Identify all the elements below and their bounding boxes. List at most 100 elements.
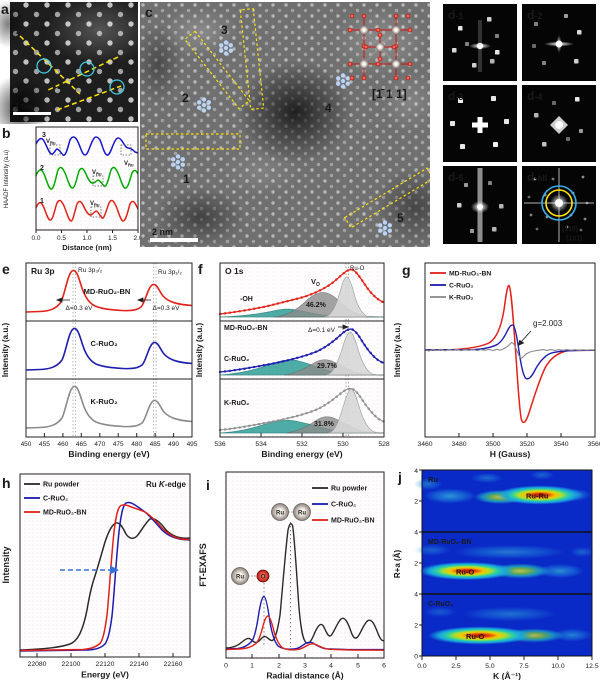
svg-text:0: 0 — [224, 663, 228, 670]
edge-label: Ru K-edge — [146, 480, 187, 489]
svg-text:536: 536 — [214, 441, 226, 448]
fft-cell-dall: (110) (101) d-all — [522, 166, 596, 244]
svg-text:3: 3 — [303, 663, 307, 670]
exafs-curve-c — [225, 595, 385, 651]
svg-text:10.0: 10.0 — [551, 663, 564, 670]
svg-text:7.5: 7.5 — [519, 663, 529, 670]
vacancy-dot-clusters — [171, 40, 392, 236]
svg-text:0: 0 — [414, 654, 418, 661]
vru-label: VRu — [124, 161, 134, 168]
ru-atom-label: Ru — [276, 511, 284, 517]
y-axis-title: Intensity (a.u.) — [393, 323, 402, 378]
svg-text:22160: 22160 — [164, 661, 183, 668]
legend-ru-powder: Ru powder — [43, 482, 79, 489]
fft-label-d2: d-2 — [527, 8, 542, 22]
sample-label-c: C-RuO₂ — [90, 339, 117, 348]
svg-text:2: 2 — [414, 499, 418, 506]
legend-c: C-RuO₂ — [331, 502, 356, 509]
fft-cell-d5: d-5 — [443, 166, 517, 244]
svg-text:4: 4 — [414, 592, 418, 599]
x-axis-title: Binding energy (eV) — [68, 449, 149, 459]
y-axis-title: Intensity (a.u.) — [1, 323, 10, 378]
shift-label: Δ=0.1 eV — [308, 327, 336, 334]
wavelet-map-c: Ru-O C-RuO₂ — [422, 594, 592, 656]
profile-label-1: 1 — [57, 81, 63, 92]
svg-text:5: 5 — [356, 663, 360, 670]
panel-g-epr: MD-RuO₂-BN C-RuO₂ K-RuO₂ g=2.003 3460 348… — [393, 262, 600, 459]
svg-text:1.5: 1.5 — [108, 235, 117, 242]
shift-label-1: Δ=0.3 eV — [66, 305, 94, 312]
panel-letter-a: a — [1, 1, 9, 17]
sample-label-c: C-RuO₂ — [224, 356, 249, 363]
map-label-c: C-RuO₂ — [428, 601, 453, 608]
svg-text:465: 465 — [76, 441, 87, 448]
sample-label-md: MD-RuO₂-BN — [224, 325, 268, 332]
vacancy-boxes — [49, 144, 132, 218]
sample-label-k: K-RuO₂ — [224, 400, 249, 407]
ruo-label: Ru-O — [350, 266, 365, 272]
x-axis-title: Energy (eV) — [81, 670, 129, 680]
panel-b-line-profiles: VRu VRu VRu VRu 3 2 1 0.0 0.5 1.0 1.5 2.0 Di… — [2, 125, 140, 252]
pct-label-md: 46.2% — [306, 302, 327, 309]
xps-curve-md — [25, 269, 193, 313]
svg-text:3520: 3520 — [519, 441, 534, 448]
legend-c: C-RuO₂ — [43, 496, 68, 503]
epr-curve-c — [424, 324, 596, 380]
profile-curve-3 — [35, 136, 139, 156]
pct-label-k: 31.8% — [314, 421, 335, 428]
panel-i-exafs: Ru Ru Ru O Ru powder C-RuO₂ MD-RuO₂-BN 0… — [198, 471, 386, 680]
map-label-md: MD-RuO₂-BN — [428, 539, 472, 546]
plot-bg — [226, 472, 384, 658]
y-axis-title: Intensity (a.u.) — [196, 323, 204, 378]
pct-label-c: 29.7% — [317, 363, 338, 370]
x-tick-marks — [25, 433, 193, 437]
defect-row-boxes — [145, 7, 430, 229]
x-axis-title: Binding energy (eV) — [261, 449, 342, 459]
sub-panel-dividers — [220, 320, 384, 380]
svg-text:2.0: 2.0 — [133, 235, 140, 242]
x-axis-title: H (Gauss) — [490, 449, 531, 459]
panel-letter-i: i — [206, 477, 210, 493]
svg-text:2: 2 — [277, 663, 281, 670]
svg-text:532: 532 — [296, 441, 308, 448]
svg-text:3480: 3480 — [451, 441, 466, 448]
panel-a-haadf-image: 2 1 3 1 nm a — [0, 0, 140, 124]
ru-atom-label: Ru — [236, 575, 244, 581]
svg-text:3540: 3540 — [553, 441, 568, 448]
fft-cell-d1: d-1 — [443, 4, 517, 81]
panel-c-stem-image: 1 2 3 4 5 [1̄ 1 1] 2 nm c — [140, 2, 430, 247]
bond-label-ru-ru: Ru-Ru — [526, 492, 549, 501]
epr-curve-md — [424, 284, 596, 424]
panel-letter-f: f — [198, 261, 203, 277]
curve-id-3: 3 — [42, 132, 46, 139]
o-atom-label: O — [260, 574, 265, 581]
sample-label-k: K-RuO₂ — [90, 397, 117, 406]
peak-guide-lines — [72, 263, 157, 437]
scale-bar — [13, 112, 51, 115]
plane-label-101: (101) — [566, 236, 582, 243]
legend-md: MD-RuO₂-BN — [449, 271, 491, 278]
profile-curve-2 — [35, 166, 139, 190]
ru-o-icon: Ru O — [231, 567, 270, 585]
panel-h-xanes: Ru powder C-RuO₂ MD-RuO₂-BN Ru K-edge 22… — [1, 473, 191, 680]
dark-patch — [0, 0, 26, 48]
o1s-envelope-md — [219, 268, 385, 315]
svg-text:3560: 3560 — [587, 441, 600, 448]
x-tick-marks — [424, 433, 596, 437]
svg-text:3500: 3500 — [485, 441, 500, 448]
x-tick-labels: 0.0 2.5 5.0 7.5 10.0 12.5 — [417, 663, 599, 670]
epr-curve-k — [424, 341, 596, 360]
plot-bg — [26, 263, 192, 437]
xps-curve-c — [25, 327, 193, 371]
sample-label-md: MD-RuO₂-BN — [84, 287, 131, 296]
svg-text:2: 2 — [414, 623, 418, 630]
wavelet-map-md: Ru-O MD-RuO₂-BN — [414, 532, 594, 594]
svg-text:4: 4 — [329, 663, 333, 670]
x-tick-marks — [219, 433, 385, 437]
xanes-curve-md — [19, 504, 191, 652]
vru-label: VRu — [46, 139, 56, 146]
profile-curve-1 — [35, 199, 139, 222]
plot-frame — [424, 262, 596, 438]
svg-text:530: 530 — [337, 441, 349, 448]
